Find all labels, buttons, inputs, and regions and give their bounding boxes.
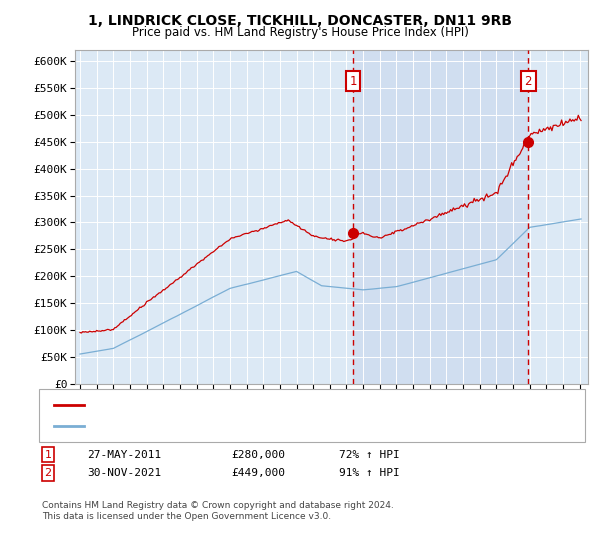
Text: 1, LINDRICK CLOSE, TICKHILL, DONCASTER, DN11 9RB: 1, LINDRICK CLOSE, TICKHILL, DONCASTER, …	[88, 14, 512, 28]
Text: 30-NOV-2021: 30-NOV-2021	[87, 468, 161, 478]
Text: 1: 1	[44, 450, 52, 460]
Text: 2: 2	[44, 468, 52, 478]
Text: Contains HM Land Registry data © Crown copyright and database right 2024.
This d: Contains HM Land Registry data © Crown c…	[42, 501, 394, 521]
Bar	[353, 50, 529, 384]
Text: 72% ↑ HPI: 72% ↑ HPI	[339, 450, 400, 460]
Text: 91% ↑ HPI: 91% ↑ HPI	[339, 468, 400, 478]
Text: £449,000: £449,000	[231, 468, 285, 478]
Text: 1: 1	[349, 74, 357, 87]
Text: 2: 2	[524, 74, 532, 87]
Text: 27-MAY-2011: 27-MAY-2011	[87, 450, 161, 460]
Text: HPI: Average price, detached house, Doncaster: HPI: Average price, detached house, Donc…	[93, 421, 340, 431]
Text: £280,000: £280,000	[231, 450, 285, 460]
Text: Price paid vs. HM Land Registry's House Price Index (HPI): Price paid vs. HM Land Registry's House …	[131, 26, 469, 39]
Text: 1, LINDRICK CLOSE, TICKHILL, DONCASTER, DN11 9RB (detached house): 1, LINDRICK CLOSE, TICKHILL, DONCASTER, …	[93, 400, 471, 410]
